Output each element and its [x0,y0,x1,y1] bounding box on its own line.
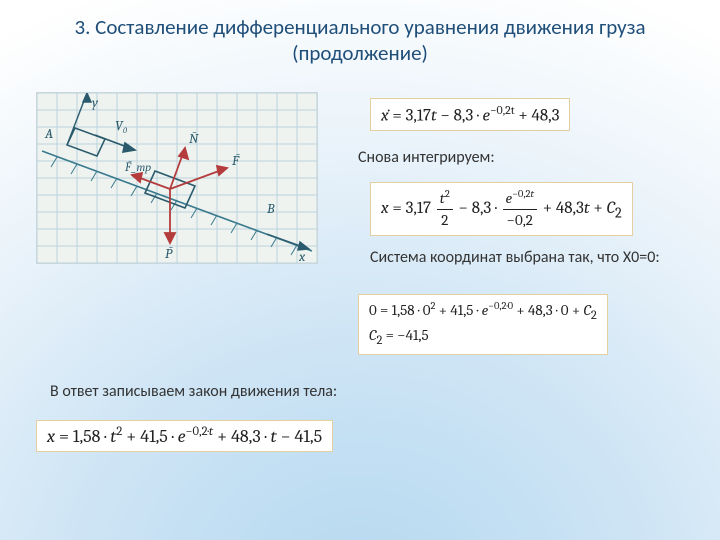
label-y: y [92,94,99,111]
text-answer-intro: В ответ записываем закон движения тела: [50,382,337,403]
equation-c2: 0 = 1,58 · 02 + 41,5 · e−0,2·0 + 48,3 · … [358,294,608,355]
slide-title: 3. Составление дифференциального уравнен… [70,14,650,67]
physics-sketch: A y V₀ N̄ F̄ F̄_тр P̄ B x [36,92,318,264]
label-B: B [266,200,275,217]
label-V0: V₀ [115,117,128,134]
equation-xdot: ẋ = 3,17t − 8,3 · e−0,2t + 48,3 [370,98,570,131]
equation-final: x = 1,58 · t2 + 41,5 · e−0,2·t + 48,3 · … [36,420,333,452]
label-F: F̄ [231,152,240,169]
label-N: N̄ [189,130,199,147]
equation-x-integral: x = x = 3,173,17 t2 2 − 8,3 · e−0,2t −0,… [370,182,633,236]
text-coord-note: Система координат выбрана так, что X0=0: [370,248,670,269]
label-A: A [44,125,53,142]
label-Ftr: F̄_тр [124,160,151,174]
label-x: x [298,248,306,263]
label-P: P̄ [165,245,173,262]
text-integrate-again: Снова интегрируем: [358,148,495,169]
